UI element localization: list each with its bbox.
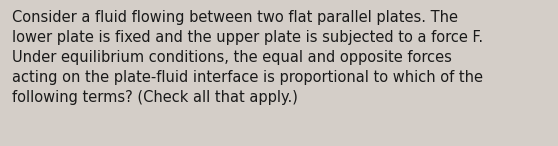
Text: Consider a fluid flowing between two flat parallel plates. The
lower plate is fi: Consider a fluid flowing between two fla… bbox=[12, 10, 483, 105]
